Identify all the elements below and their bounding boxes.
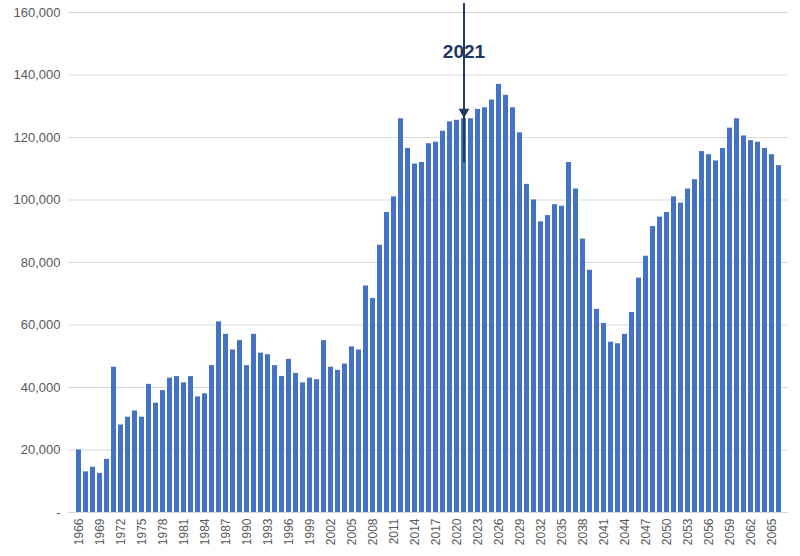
svg-text:1966: 1966	[72, 518, 86, 545]
svg-text:1999: 1999	[303, 518, 317, 545]
svg-text:2021: 2021	[442, 41, 486, 62]
svg-text:1984: 1984	[198, 518, 212, 545]
svg-text:-: -	[56, 505, 60, 520]
svg-text:2062: 2062	[744, 518, 758, 545]
svg-text:2035: 2035	[555, 518, 569, 545]
svg-text:2044: 2044	[618, 518, 632, 545]
svg-text:2032: 2032	[534, 518, 548, 545]
svg-text:2038: 2038	[576, 518, 590, 545]
svg-text:120,000: 120,000	[14, 130, 61, 145]
svg-text:20,000: 20,000	[21, 442, 61, 457]
svg-text:2023: 2023	[471, 518, 485, 545]
svg-text:2014: 2014	[408, 518, 422, 545]
svg-text:1978: 1978	[156, 518, 170, 545]
svg-text:1972: 1972	[114, 518, 128, 545]
svg-text:2059: 2059	[723, 518, 737, 545]
svg-text:1996: 1996	[282, 518, 296, 545]
svg-text:100,000: 100,000	[14, 192, 61, 207]
svg-text:2005: 2005	[345, 518, 359, 545]
svg-text:40,000: 40,000	[21, 380, 61, 395]
svg-text:2041: 2041	[597, 518, 611, 545]
svg-text:2008: 2008	[366, 518, 380, 545]
svg-text:2017: 2017	[429, 518, 443, 545]
svg-text:80,000: 80,000	[21, 255, 61, 270]
svg-text:160,000: 160,000	[14, 5, 61, 20]
svg-text:2050: 2050	[660, 518, 674, 545]
svg-text:1987: 1987	[219, 518, 233, 545]
svg-text:2011: 2011	[387, 518, 401, 544]
svg-text:60,000: 60,000	[21, 317, 61, 332]
svg-text:2056: 2056	[702, 518, 716, 545]
svg-text:1969: 1969	[93, 518, 107, 545]
svg-text:2002: 2002	[324, 518, 338, 545]
svg-text:2065: 2065	[765, 518, 779, 545]
svg-text:1990: 1990	[240, 518, 254, 545]
svg-text:2053: 2053	[681, 518, 695, 545]
svg-text:1981: 1981	[177, 518, 191, 545]
svg-text:2029: 2029	[513, 518, 527, 545]
svg-text:2026: 2026	[492, 518, 506, 545]
svg-text:1993: 1993	[261, 518, 275, 545]
svg-text:140,000: 140,000	[14, 67, 61, 82]
svg-text:1975: 1975	[135, 518, 149, 545]
svg-text:2047: 2047	[639, 518, 653, 545]
svg-text:2020: 2020	[450, 518, 464, 545]
